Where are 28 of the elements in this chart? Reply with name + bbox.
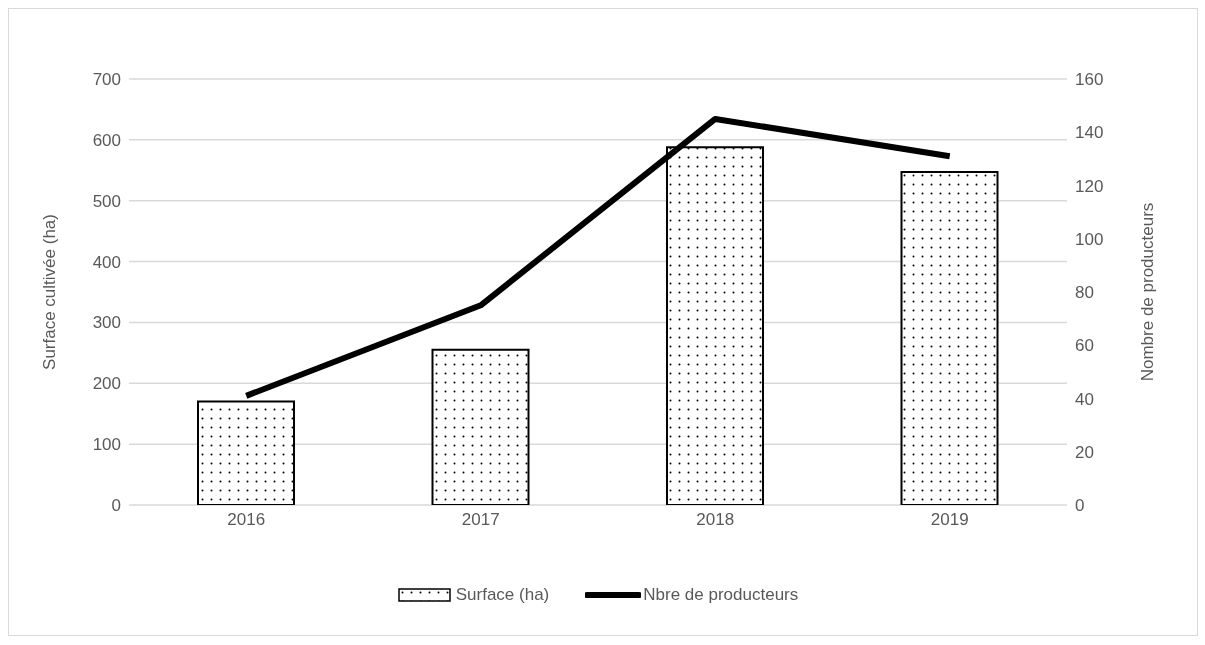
- y-tick-label: 300: [92, 313, 121, 333]
- y2-tick-label: 0: [1075, 496, 1085, 516]
- y2-tick-label: 160: [1075, 70, 1104, 90]
- y2-tick-label: 140: [1075, 123, 1104, 143]
- bar: [197, 400, 295, 505]
- y-tick-label: 200: [92, 374, 121, 394]
- y-tick-label: 500: [92, 191, 121, 211]
- y2-tick-label: 60: [1075, 336, 1094, 356]
- y-tick-label: 700: [92, 70, 121, 90]
- legend-label: Surface (ha): [455, 585, 550, 605]
- x-tick-label: 2016: [227, 510, 266, 530]
- y2-tick-label: 80: [1075, 283, 1094, 303]
- y2-tick-label: 40: [1075, 389, 1094, 409]
- y2-tick-label: 20: [1075, 442, 1094, 462]
- y2-tick-label: 120: [1075, 176, 1104, 196]
- x-tick-label: 2018: [696, 510, 735, 530]
- y-axis-title: Surface cultivée (ha): [40, 214, 60, 370]
- legend-label: Nbre de producteurs: [643, 585, 799, 605]
- y-tick-label: 400: [92, 252, 121, 272]
- y2-axis-title: Nombre de producteurs: [1138, 202, 1158, 382]
- x-tick-label: 2017: [461, 510, 500, 530]
- y-tick-label: 0: [111, 496, 121, 516]
- bar: [431, 348, 530, 505]
- y2-tick-label: 100: [1075, 229, 1104, 249]
- y-tick-label: 600: [92, 130, 121, 150]
- x-tick-label: 2019: [930, 510, 969, 530]
- y-tick-label: 100: [92, 435, 121, 455]
- bar: [900, 171, 999, 505]
